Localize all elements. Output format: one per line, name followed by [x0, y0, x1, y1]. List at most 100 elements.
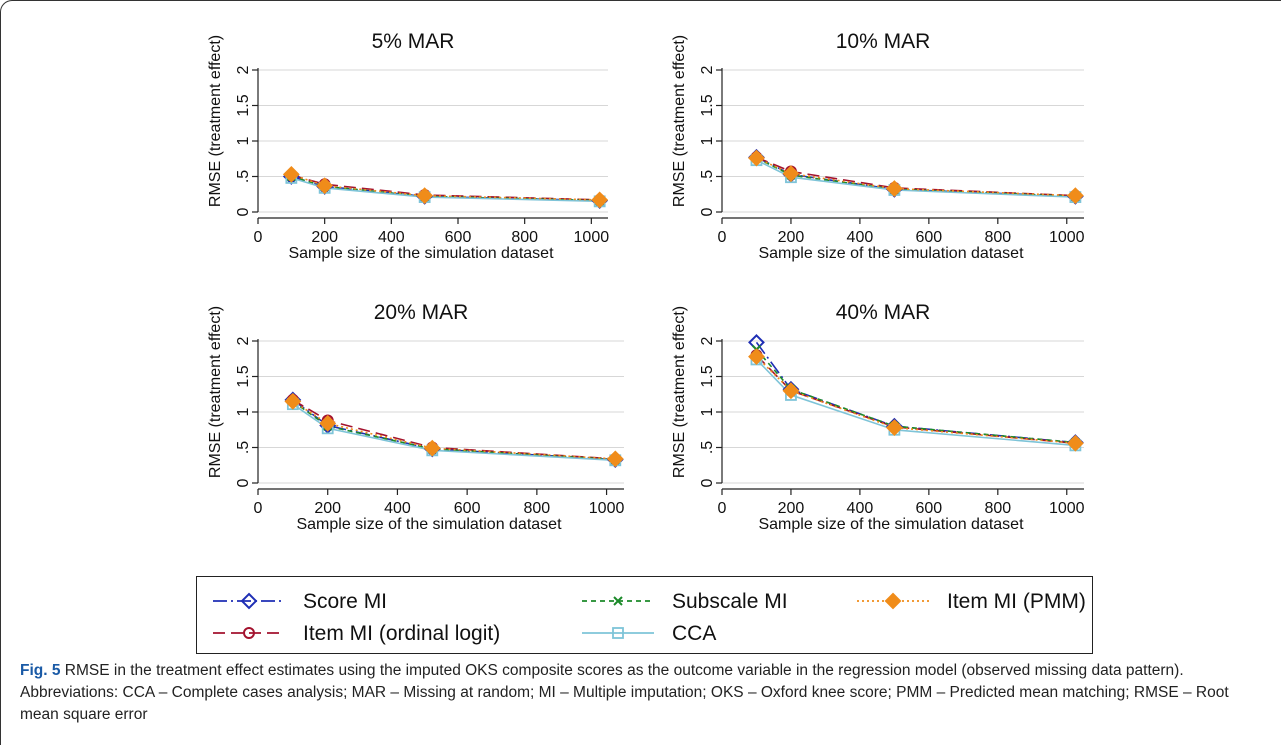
data-point-item-mi-pmm	[748, 149, 765, 167]
y-tick-label: 2	[235, 65, 252, 74]
x-tick-label: 1000	[1049, 500, 1085, 517]
caption-label: Fig. 5	[20, 662, 61, 679]
legend-item-item-mi-pmm: Item MI (PMM)	[857, 590, 1086, 613]
data-point-item-mi-pmm	[1066, 187, 1084, 205]
x-tick-label: 400	[847, 500, 874, 517]
data-point-item-mi-pmm	[284, 392, 302, 410]
data-point-item-mi-pmm	[782, 382, 800, 400]
y-tick-label: .5	[699, 170, 716, 183]
legend-marker	[884, 592, 902, 610]
legend-marker	[612, 627, 624, 639]
chart-panel-3: 0 .5 1 1.5 2 0 200 400 600 800 1000 20% MAR Sample s…	[207, 301, 624, 533]
series-line-item-mi-ordinal-logit	[291, 174, 600, 201]
y-axis-label: RMSE (treatment effect)	[671, 306, 688, 478]
y-tick-label: 2	[699, 336, 716, 345]
series-line-cca	[292, 403, 616, 462]
legend-item-cca: CCA	[582, 622, 716, 645]
x-tick-label: 0	[718, 229, 727, 246]
data-point-item-mi-pmm	[885, 180, 903, 197]
panel-title: 5% MAR	[372, 30, 455, 53]
x-axis-label: Sample size of the simulation dataset	[758, 516, 1024, 533]
y-tick-label: 2	[699, 65, 716, 74]
data-point-item-mi-pmm	[423, 439, 441, 457]
y-tick-label: .5	[235, 170, 252, 183]
chart-panel-4: 0 .5 1 1.5 2 0 200 400 600 800 1000 40% MAR Sample s…	[671, 301, 1085, 533]
series-line-cca	[756, 159, 1076, 198]
x-tick-label: 800	[984, 229, 1011, 246]
figure-caption: Fig. 5 RMSE in the treatment effect esti…	[20, 660, 1270, 726]
legend-marker	[613, 596, 623, 606]
x-tick-label: 200	[314, 500, 341, 517]
data-point-item-mi-pmm	[319, 414, 337, 432]
x-tick-label: 400	[847, 229, 874, 246]
x-tick-label: 1000	[1049, 229, 1085, 246]
data-point-item-mi-pmm	[1066, 434, 1084, 452]
legend-marker	[243, 627, 255, 639]
y-tick-label: 1	[235, 407, 252, 416]
x-axis-label: Sample size of the simulation dataset	[296, 516, 562, 533]
data-point-item-mi-pmm	[782, 165, 800, 183]
x-tick-label: 400	[384, 500, 411, 517]
series-line-cca	[755, 358, 1076, 447]
series-line-item-mi-pmm	[292, 400, 616, 460]
x-tick-label: 600	[916, 500, 943, 517]
y-tick-label: 1.5	[699, 365, 716, 387]
y-tick-label: 0	[235, 207, 252, 216]
y-axis-label: RMSE (treatment effect)	[207, 35, 224, 207]
series-line-cca	[291, 177, 600, 203]
legend-item-subscale-mi: Subscale MI	[582, 590, 788, 613]
x-tick-label: 800	[524, 500, 551, 517]
legend: Score MI Subscale MI Item MI (PMM) Item MI …	[196, 576, 1093, 654]
series-line-item-mi-pmm	[756, 157, 1076, 197]
y-tick-label: 1.5	[235, 94, 252, 116]
x-tick-label: 600	[916, 229, 943, 246]
series-line-item-mi-ordinal-logit	[755, 354, 1076, 444]
y-tick-label: 1.5	[235, 365, 252, 387]
data-point-item-mi-pmm	[885, 419, 903, 437]
y-tick-label: .5	[699, 441, 716, 454]
y-axis-label: RMSE (treatment effect)	[671, 35, 688, 207]
x-tick-label: 1000	[589, 500, 625, 517]
data-point-item-mi-pmm	[748, 348, 765, 366]
y-tick-label: 1	[235, 136, 252, 145]
series-line-item-mi-ordinal-logit	[756, 156, 1076, 197]
x-axis-label: Sample size of the simulation dataset	[288, 245, 554, 262]
legend-label: Item MI (PMM)	[947, 590, 1086, 613]
caption-text: RMSE in the treatment effect estimates u…	[20, 662, 1229, 723]
x-axis-label: Sample size of the simulation dataset	[758, 245, 1024, 262]
y-tick-label: 0	[699, 207, 716, 216]
panel-title: 10% MAR	[836, 30, 931, 53]
series-line-subscale-mi	[755, 348, 1076, 444]
series-line-item-mi-pmm	[291, 173, 600, 201]
x-tick-label: 1000	[574, 229, 610, 246]
x-tick-label: 0	[254, 229, 263, 246]
legend-label: Subscale MI	[672, 590, 788, 613]
series-line-subscale-mi	[756, 157, 1076, 198]
data-point-item-mi-pmm	[282, 165, 300, 183]
y-tick-label: 0	[235, 478, 252, 487]
x-tick-label: 400	[378, 229, 405, 246]
x-tick-label: 800	[984, 500, 1011, 517]
y-tick-label: .5	[235, 441, 252, 454]
x-tick-label: 600	[454, 500, 481, 517]
data-point-item-mi-pmm	[316, 177, 334, 195]
y-tick-label: 2	[235, 336, 252, 345]
chart-panel-1: 0 .5 1 1.5 2 0 200 400 600 800 1000 5% MAR Sample si…	[207, 30, 609, 262]
x-tick-label: 800	[511, 229, 538, 246]
data-point-item-mi-pmm	[416, 187, 434, 205]
x-tick-label: 200	[778, 229, 805, 246]
legend-marker	[240, 592, 258, 610]
legend-item-score-mi: Score MI	[213, 590, 387, 613]
x-tick-label: 0	[718, 500, 727, 517]
legend-label: Score MI	[303, 590, 387, 613]
data-point-item-mi-pmm	[591, 191, 609, 209]
chart-panel-2: 0 .5 1 1.5 2 0 200 400 600 800 1000 10% MAR Sample s…	[671, 30, 1085, 262]
x-tick-label: 600	[445, 229, 472, 246]
legend-item-item-mi-ordinal-logit: Item MI (ordinal logit)	[213, 622, 500, 645]
legend-label: Item MI (ordinal logit)	[303, 622, 500, 645]
x-tick-label: 0	[254, 500, 263, 517]
y-axis-label: RMSE (treatment effect)	[207, 306, 224, 478]
data-point-item-mi-pmm	[606, 450, 624, 468]
